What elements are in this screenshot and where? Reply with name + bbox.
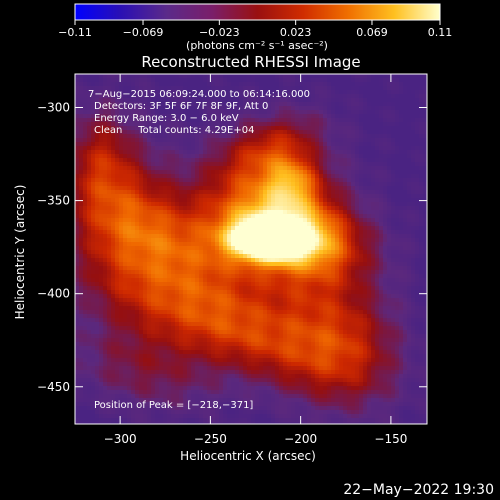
- colorbar-tick-label: −0.11: [58, 26, 92, 39]
- annotation-detectors: Detectors: 3F 5F 6F 7F 8F 9F, Att 0: [94, 101, 268, 112]
- x-tick-label: −250: [194, 432, 227, 446]
- axis-ticks: −300 −250 −200 −150 −300 −350 −400 −450: [37, 74, 427, 446]
- colorbar-ticks: −0.11 −0.069 −0.023 0.023 0.069 0.11: [58, 20, 452, 39]
- x-tick-label: −200: [284, 432, 317, 446]
- chart-title: Reconstructed RHESSI Image: [141, 53, 360, 71]
- annotation-time-range: 7−Aug−2015 06:09:24.000 to 06:14:16.000: [88, 89, 310, 100]
- colorbar-unit-label: (photons cm⁻² s⁻¹ asec⁻²): [186, 39, 328, 52]
- x-tick-label: −300: [104, 432, 137, 446]
- y-tick-label: −400: [37, 287, 70, 301]
- heatmap-image: [75, 74, 427, 424]
- y-axis-label: Heliocentric Y (arcsec): [13, 185, 27, 320]
- colorbar-tick-label: 0.023: [280, 26, 312, 39]
- annotation-clean-counts: Clean Total counts: 4.29E+04: [94, 125, 254, 136]
- x-axis-label: Heliocentric X (arcsec): [180, 449, 316, 463]
- y-tick-label: −450: [37, 380, 70, 394]
- colorbar-tick-label: −0.023: [199, 26, 240, 39]
- colorbar: [74, 3, 441, 21]
- x-tick-label: −150: [374, 432, 407, 446]
- plot-frame: [74, 73, 428, 425]
- colorbar-tick-label: 0.11: [428, 26, 453, 39]
- y-tick-label: −300: [37, 101, 70, 115]
- y-tick-label: −350: [37, 194, 70, 208]
- peak-position-label: Position of Peak = [−218,−371]: [94, 400, 253, 411]
- colorbar-tick-label: −0.069: [123, 26, 164, 39]
- annotation-energy-range: Energy Range: 3.0 − 6.0 keV: [94, 113, 239, 124]
- footer-timestamp: 22−May−2022 19:30: [343, 482, 494, 498]
- colorbar-tick-label: 0.069: [356, 26, 388, 39]
